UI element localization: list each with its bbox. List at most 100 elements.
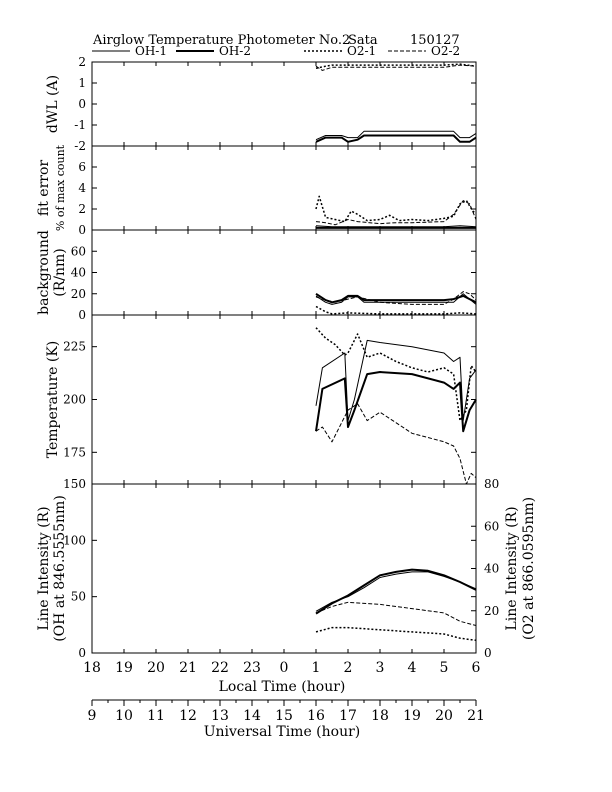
- chart-title: Airglow Temperature Photometer No.2: [92, 33, 350, 48]
- y-axis-label: background: [36, 230, 52, 315]
- legend-label: O2-2: [431, 44, 460, 58]
- series-o2-1: [315, 305, 477, 315]
- y-tick-label: 50: [71, 590, 86, 604]
- panel-background: 60 40 20 0 background (R/nm): [36, 229, 477, 322]
- legend-label: OH-2: [219, 44, 251, 58]
- y-tick-label: -1: [74, 118, 86, 132]
- y-tick-label: -2: [74, 139, 86, 153]
- ut-tick-label: 11: [147, 708, 165, 724]
- y-axis-label-2: % of max count: [54, 144, 67, 231]
- ut-tick-label: 18: [371, 708, 389, 724]
- panel-frame: [91, 61, 477, 147]
- y-axis-label-right: Line Intensity (R): [504, 506, 520, 630]
- y-tick-label-right: 80: [484, 477, 499, 491]
- ut-tick-label: 17: [339, 708, 357, 724]
- y-tick-label: 100: [63, 533, 86, 547]
- y-axis-label: Temperature (K): [45, 341, 61, 459]
- y-axis-label-2: (OH at 846.5555nm): [52, 495, 68, 642]
- local-time-tick-label: 3: [376, 660, 385, 676]
- station-name: Sata: [348, 33, 378, 48]
- y-tick-label: 20: [71, 287, 86, 301]
- local-time-tick-label: 2: [344, 660, 353, 676]
- panel-frame: [91, 314, 477, 485]
- y-axis-label: dWL (A): [45, 75, 61, 133]
- ut-tick-label: 21: [467, 708, 485, 724]
- local-time-tick-label: 21: [179, 660, 197, 676]
- universal-time-label: Universal Time (hour): [204, 724, 361, 740]
- series-o2-2: [315, 601, 477, 626]
- ut-tick-label: 10: [115, 708, 133, 724]
- y-axis-label: fit error: [36, 160, 52, 217]
- local-time-tick-label: 1: [312, 660, 321, 676]
- ut-tick-label: 15: [275, 708, 293, 724]
- ut-tick-label: 13: [211, 708, 229, 724]
- panel-frame: [91, 483, 477, 654]
- series-o2-1: [315, 626, 477, 642]
- y-tick-label-right: 20: [484, 604, 499, 618]
- date-code: 150127: [410, 33, 460, 48]
- ut-tick-label: 14: [243, 708, 261, 724]
- y-tick-label: 0: [78, 97, 86, 111]
- series-oh-2: [315, 371, 477, 433]
- y-tick-label: 60: [71, 244, 86, 258]
- series-oh-1: [315, 225, 477, 228]
- y-tick-label: 0: [78, 308, 86, 322]
- series-oh-2: [315, 568, 477, 615]
- local-time-tick-label: 4: [408, 660, 417, 676]
- y-tick-label: 1: [78, 76, 86, 90]
- y-tick-label: 6: [78, 160, 86, 174]
- y-tick-label: 150: [63, 477, 86, 491]
- y-axis-label-right-2: (O2 at 866.0595nm): [521, 497, 537, 640]
- y-tick-label: 225: [63, 340, 86, 354]
- y-tick-label: 4: [78, 181, 86, 195]
- legend-label: OH-1: [135, 44, 167, 58]
- panel-fit_error: 6 4 2 0 fit error% of max count: [36, 144, 477, 237]
- ut-tick-label: 20: [435, 708, 453, 724]
- ut-tick-label: 12: [179, 708, 197, 724]
- series-oh-1: [315, 293, 477, 305]
- series-o2-1: [315, 327, 477, 422]
- series-o2-1: [315, 63, 477, 70]
- y-tick-label: 40: [71, 266, 86, 280]
- legend: OH-1 OH-2 O2-1 O2-2: [92, 44, 460, 58]
- y-tick-label-right: 60: [484, 519, 499, 533]
- panel-frame: [91, 145, 477, 231]
- local-time-tick-label: 0: [280, 660, 289, 676]
- local-time-axis: 18 19 20 21 22 23 0 1 2 3 4 5 6: [83, 660, 480, 676]
- local-time-tick-label: 18: [83, 660, 101, 676]
- series-o2-2: [315, 200, 477, 226]
- series-o2-2: [315, 291, 477, 305]
- local-time-tick-label: 22: [211, 660, 229, 676]
- local-time-tick-label: 5: [440, 660, 449, 676]
- series-o2-1: [315, 195, 477, 223]
- y-tick-label: 175: [63, 445, 86, 459]
- panel-dwl: 2 1 0 -1 -2 dWL (A): [45, 55, 477, 153]
- ut-tick-label: 19: [403, 708, 421, 724]
- y-tick-label: 0: [78, 223, 86, 237]
- series-oh-2: [315, 134, 477, 143]
- y-tick-label-right: 40: [484, 562, 499, 576]
- ut-tick-label: 16: [307, 708, 325, 724]
- series-oh-1: [315, 130, 477, 141]
- y-axis-label: Line Intensity (R): [36, 506, 52, 630]
- universal-time-axis: 9 10 11 12 13 14 15 16 17 18 19 20 21: [88, 699, 485, 724]
- series-o2-2: [315, 64, 477, 71]
- y-tick-label: 200: [63, 393, 86, 407]
- local-time-tick-label: 20: [147, 660, 165, 676]
- ut-tick-label: 9: [88, 708, 97, 724]
- local-time-label: Local Time (hour): [219, 679, 346, 695]
- local-time-tick-label: 6: [472, 660, 481, 676]
- y-tick-label-right: 0: [484, 646, 492, 660]
- series-o2-2: [315, 403, 477, 485]
- y-tick-label: 0: [78, 646, 86, 660]
- y-tick-label: 2: [78, 55, 86, 69]
- y-tick-label: 2: [78, 202, 86, 216]
- legend-label: O2-1: [347, 44, 376, 58]
- local-time-tick-label: 19: [115, 660, 133, 676]
- y-axis-label-2: (R/nm): [52, 248, 68, 296]
- local-time-tick-label: 23: [243, 660, 261, 676]
